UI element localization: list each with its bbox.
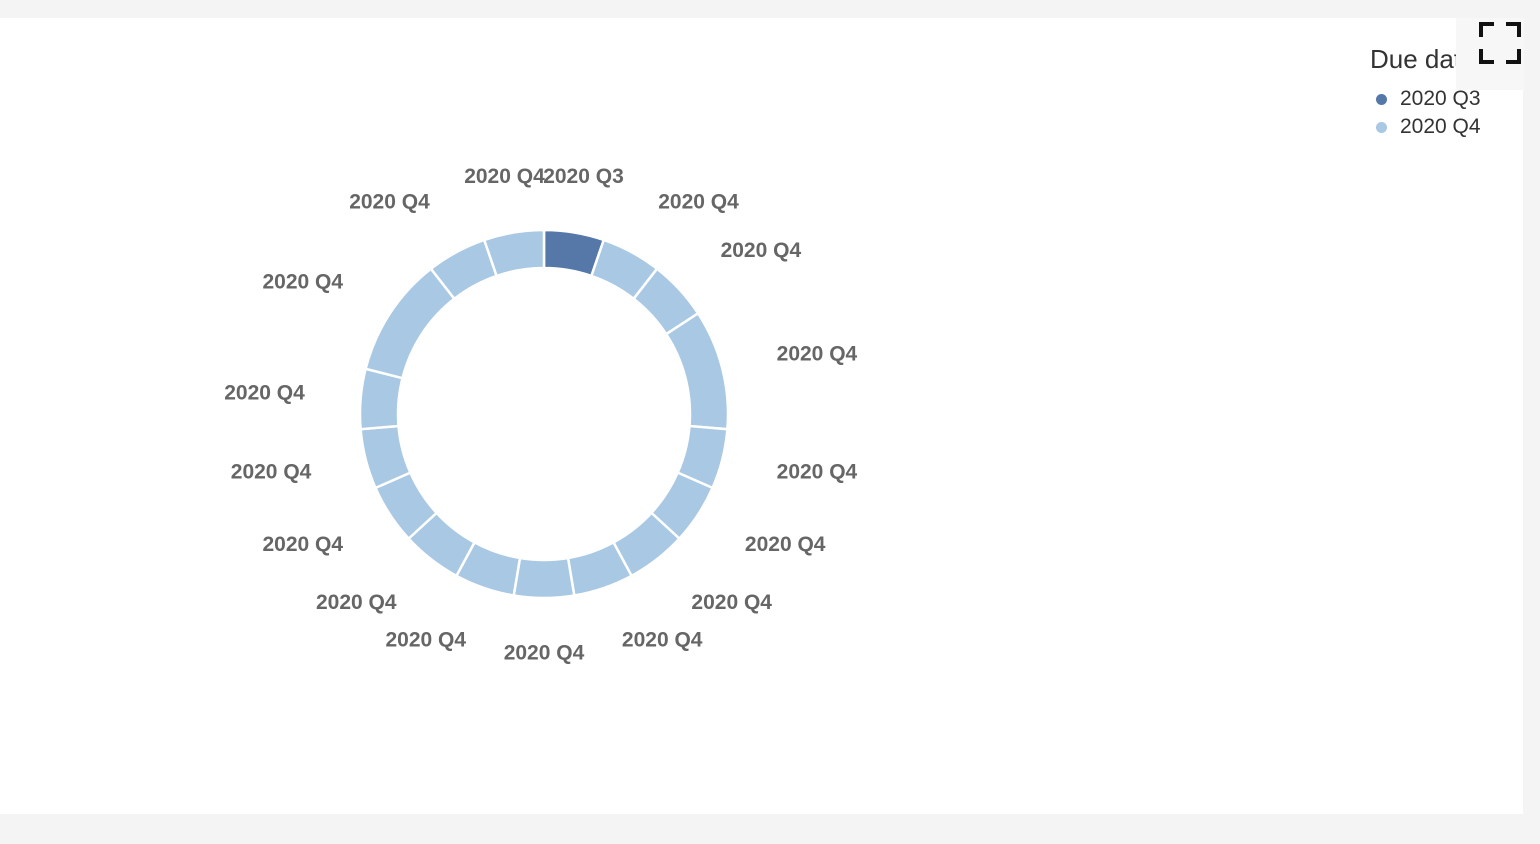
slice-label: 2020 Q4	[263, 270, 344, 293]
slice-label: 2020 Q4	[464, 165, 545, 188]
donut-slice[interactable]	[358, 367, 404, 431]
slice-label: 2020 Q4	[777, 343, 858, 366]
donut-slice[interactable]	[364, 267, 457, 380]
legend-item-label: 2020 Q4	[1400, 115, 1481, 138]
chart-panel	[0, 18, 1523, 814]
slice-label: 2020 Q4	[224, 382, 305, 405]
donut-slice[interactable]	[482, 228, 546, 278]
fullscreen-button[interactable]	[1456, 18, 1524, 90]
slice-label: 2020 Q4	[658, 190, 739, 213]
slice-label: 2020 Q4	[721, 239, 802, 262]
slice-label: 2020 Q4	[231, 460, 312, 483]
legend-item-label: 2020 Q3	[1400, 87, 1481, 110]
slice-label: 2020 Q3	[543, 165, 624, 188]
legend-item-2020-q3[interactable]: 2020 Q3	[1370, 85, 1481, 113]
legend-item-2020-q4[interactable]: 2020 Q4	[1370, 113, 1481, 141]
slice-label: 2020 Q4	[504, 642, 585, 665]
slice-label: 2020 Q4	[745, 533, 826, 556]
donut-slice[interactable]	[512, 556, 576, 600]
slice-label: 2020 Q4	[263, 533, 344, 556]
slice-label: 2020 Q4	[777, 460, 858, 483]
slice-label: 2020 Q4	[622, 629, 703, 652]
legend-dot-icon	[1376, 93, 1387, 105]
slices-layer	[358, 228, 730, 600]
donut-slice[interactable]	[664, 311, 730, 431]
legend-dot-icon	[1376, 121, 1387, 133]
fullscreen-icon	[1479, 22, 1521, 64]
slice-label: 2020 Q4	[349, 190, 430, 213]
slice-label: 2020 Q4	[691, 591, 772, 614]
slice-label: 2020 Q4	[385, 629, 466, 652]
slice-label: 2020 Q4	[316, 591, 397, 614]
